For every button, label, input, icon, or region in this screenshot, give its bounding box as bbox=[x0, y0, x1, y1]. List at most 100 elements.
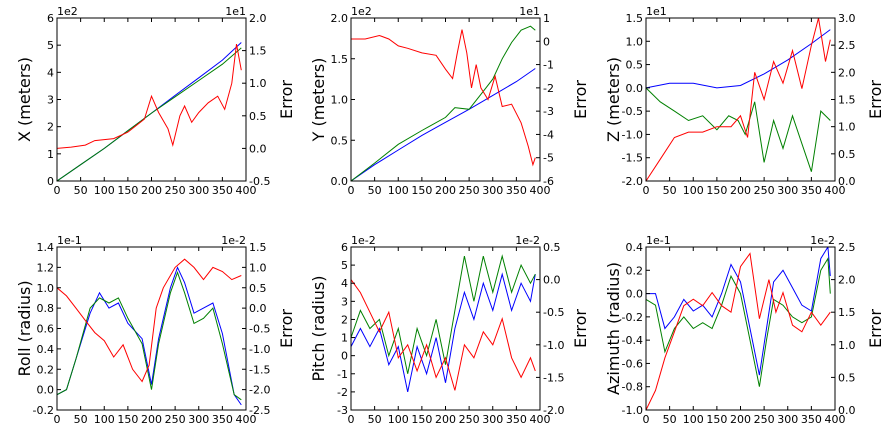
y-tick-label: 1.5 bbox=[626, 12, 644, 25]
x-tick-label: 100 bbox=[94, 413, 115, 426]
x-tick-label: 400 bbox=[236, 184, 257, 197]
y2-tick-label: -2.0 bbox=[543, 404, 564, 417]
y2-tick-label: 2.0 bbox=[838, 66, 856, 79]
x-tick-label: 50 bbox=[663, 184, 677, 197]
subplot-4: 0 50 100 150 200 250 300 350 400 -0.2 0.0 0.2 0.4 0.6… bbox=[15, 234, 296, 426]
x-tick-label: 250 bbox=[165, 184, 186, 197]
y2-tick-label: -3 bbox=[543, 105, 554, 118]
y-tick-label: -0.4 bbox=[622, 334, 643, 347]
y-axis-label: X (meters) bbox=[15, 57, 34, 142]
y2-tick-label: -4 bbox=[543, 128, 554, 141]
y-tick-label: 1.0 bbox=[331, 94, 349, 107]
y-offset-label: 1e1 bbox=[646, 5, 667, 18]
y2-tick-label: 1.0 bbox=[838, 121, 856, 134]
x-tick-label: 400 bbox=[825, 413, 846, 426]
series-line-1 bbox=[351, 68, 536, 181]
x-tick-label: 350 bbox=[506, 184, 527, 197]
x-tick-label: 0 bbox=[54, 413, 61, 426]
series-line-3 bbox=[351, 29, 536, 167]
y-tick-label: 0.0 bbox=[626, 82, 644, 95]
y2-tick-label: 0 bbox=[543, 35, 550, 48]
x-tick-label: 150 bbox=[706, 184, 727, 197]
y2-tick-label: 1.0 bbox=[249, 77, 267, 90]
x-tick-label: 150 bbox=[411, 413, 432, 426]
y-offset-label: 1e2 bbox=[57, 5, 78, 18]
subplot-3: 0 50 100 150 200 250 300 350 400 -2.0 -1.5 -1.0 -0.5… bbox=[604, 5, 883, 197]
y2-tick-label: 1.0 bbox=[249, 261, 267, 274]
y-offset-label: 1e-1 bbox=[646, 234, 671, 247]
series-line-2 bbox=[351, 25, 536, 181]
series-line-3 bbox=[57, 258, 242, 383]
y-tick-label: 0.0 bbox=[37, 384, 55, 397]
series-line-1 bbox=[57, 266, 242, 406]
x-tick-label: 50 bbox=[74, 413, 88, 426]
x-tick-label: 100 bbox=[388, 413, 409, 426]
y-tick-label: 1.0 bbox=[626, 35, 644, 48]
y2-tick-label: 0.0 bbox=[838, 404, 856, 417]
y-tick-label: 1.5 bbox=[331, 53, 349, 66]
x-tick-label: 350 bbox=[506, 413, 527, 426]
y2-tick-label: 3.0 bbox=[838, 12, 856, 25]
subplot-2: 0 50 100 150 200 250 300 350 400 0.0 0.5 1.0 1.5 2.0 -… bbox=[309, 5, 590, 197]
x-tick-label: 100 bbox=[94, 184, 115, 197]
y-tick-label: -1 bbox=[337, 368, 348, 381]
y-tick-label: 1.4 bbox=[37, 241, 55, 254]
y-tick-label: 0.8 bbox=[37, 302, 55, 315]
y2-tick-label: -0.5 bbox=[249, 323, 270, 336]
x-tick-label: 100 bbox=[388, 184, 409, 197]
y-tick-label: 0 bbox=[341, 350, 348, 363]
x-tick-label: 150 bbox=[117, 184, 138, 197]
x-tick-label: 0 bbox=[348, 184, 355, 197]
y-tick-label: 0.0 bbox=[331, 175, 349, 188]
y2-tick-label: 1.5 bbox=[838, 306, 856, 319]
y-tick-label: 0.5 bbox=[626, 59, 644, 72]
x-tick-label: 0 bbox=[348, 413, 355, 426]
y-offset-label: 1e-1 bbox=[57, 234, 82, 247]
y-tick-label: 0.2 bbox=[37, 363, 55, 376]
y2-tick-label: -1.0 bbox=[543, 339, 564, 352]
y-tick-label: 0.4 bbox=[37, 343, 55, 356]
series-line-3 bbox=[57, 44, 242, 149]
y-tick-label: 1 bbox=[47, 148, 54, 161]
x-tick-label: 0 bbox=[54, 184, 61, 197]
y-tick-label: 4 bbox=[47, 66, 54, 79]
y-tick-label: 2.0 bbox=[331, 12, 349, 25]
y-axis-label: Y (meters) bbox=[309, 58, 328, 143]
y2-tick-label: 0.5 bbox=[543, 241, 561, 254]
y-tick-label: -1.0 bbox=[622, 404, 643, 417]
x-tick-label: 200 bbox=[730, 413, 751, 426]
x-tick-label: 250 bbox=[165, 413, 186, 426]
x-tick-label: 0 bbox=[643, 413, 650, 426]
y-offset-label: 1e2 bbox=[351, 5, 372, 18]
y2-axis-label: Error bbox=[571, 80, 590, 119]
x-tick-label: 50 bbox=[368, 413, 382, 426]
y2-offset-label: 1e1 bbox=[519, 5, 540, 18]
x-tick-label: 200 bbox=[141, 184, 162, 197]
y-tick-label: 4 bbox=[341, 277, 348, 290]
y2-tick-label: 0.5 bbox=[838, 371, 856, 384]
series-line-1 bbox=[646, 247, 831, 376]
series-line-1 bbox=[57, 42, 242, 181]
y-tick-label: -0.8 bbox=[622, 381, 643, 394]
y2-axis-label: Error bbox=[866, 80, 883, 119]
y-tick-label: -0.2 bbox=[33, 404, 54, 417]
series-line-1 bbox=[646, 29, 831, 89]
y2-tick-label: -1 bbox=[543, 59, 554, 72]
x-tick-label: 200 bbox=[435, 184, 456, 197]
y-tick-label: 0 bbox=[47, 175, 54, 188]
y2-offset-label: 1e-2 bbox=[810, 234, 835, 247]
y-tick-label: -3 bbox=[337, 404, 348, 417]
y2-tick-label: -2.0 bbox=[249, 384, 270, 397]
y-tick-label: -2.0 bbox=[622, 175, 643, 188]
y2-tick-label: 0.5 bbox=[249, 282, 267, 295]
y2-tick-label: 1.0 bbox=[838, 339, 856, 352]
x-tick-label: 400 bbox=[236, 413, 257, 426]
x-tick-label: 200 bbox=[141, 413, 162, 426]
x-tick-label: 300 bbox=[777, 413, 798, 426]
y-tick-label: 0.5 bbox=[331, 134, 349, 147]
y-tick-label: 0.4 bbox=[626, 241, 644, 254]
plot-frame bbox=[56, 17, 247, 182]
x-tick-label: 200 bbox=[435, 413, 456, 426]
x-tick-label: 400 bbox=[825, 184, 846, 197]
y-tick-label: 3 bbox=[341, 295, 348, 308]
